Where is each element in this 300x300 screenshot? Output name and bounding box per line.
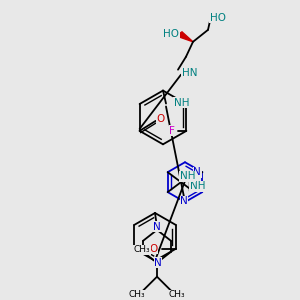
Text: N: N: [154, 258, 162, 268]
Text: N: N: [153, 222, 161, 232]
Polygon shape: [176, 32, 193, 42]
Text: N: N: [194, 167, 201, 177]
Text: O: O: [150, 244, 158, 254]
Text: N: N: [180, 196, 188, 206]
Text: CH₃: CH₃: [134, 245, 150, 254]
Text: HO: HO: [210, 13, 226, 23]
Text: NH: NH: [174, 98, 190, 107]
Text: CH₃: CH₃: [129, 290, 145, 299]
Text: F: F: [169, 126, 175, 136]
Text: NH: NH: [190, 181, 206, 191]
Text: CH₃: CH₃: [169, 290, 185, 299]
Text: HN: HN: [182, 68, 197, 78]
Text: HO: HO: [163, 29, 179, 39]
Text: NH: NH: [180, 171, 195, 181]
Text: O: O: [157, 114, 165, 124]
